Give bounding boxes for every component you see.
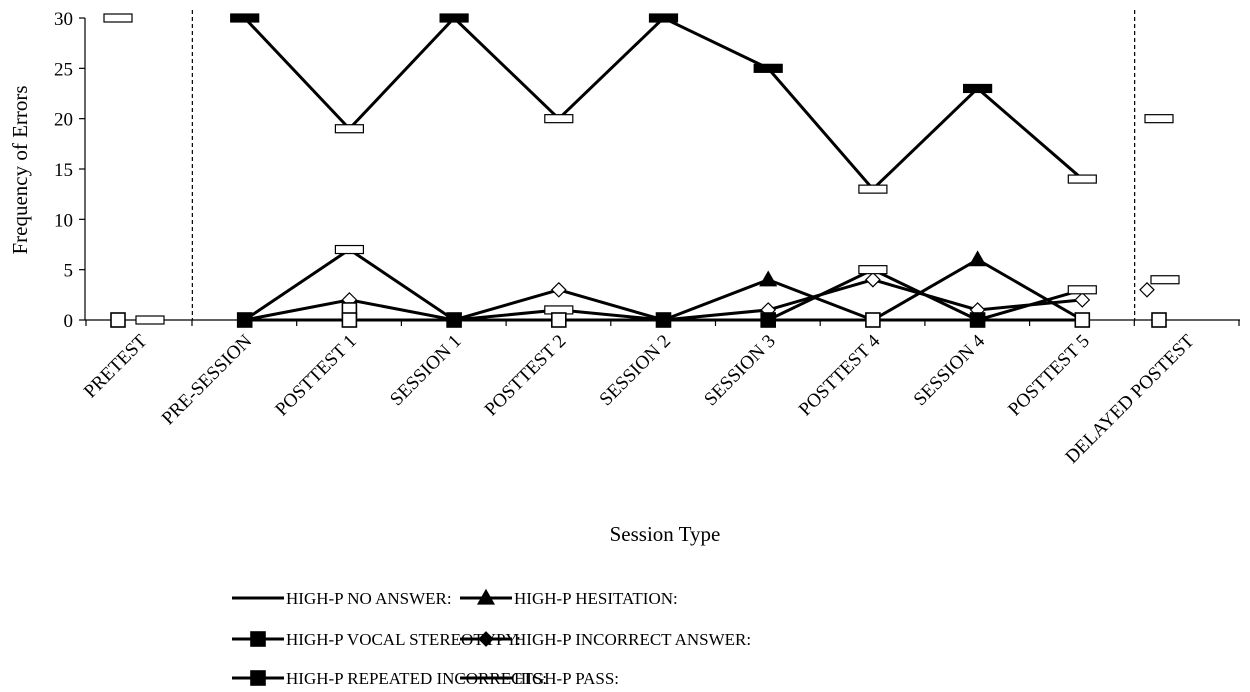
x-tick-label: PRETEST [80,330,152,402]
y-tick-label: 15 [54,160,73,181]
legend: HIGH-P NO ANSWER: HIGH-P HESITATION: HIGH-… [232,588,751,688]
x-tick-label: SESSION 3 [700,331,779,410]
legend-marker-1 [476,588,496,605]
marker-pass [135,315,165,325]
x-axis: PRETEST PRE-SESSION POSTTEST 1 SESSION 1 POS… [80,319,1240,468]
marker-no-answer [753,63,783,73]
marker-pass [334,244,364,255]
legend-label-0: HIGH-P NO ANSWER: [286,589,452,608]
x-tick-label: POSTTEST 1 [271,331,361,421]
legend-label-1: HIGH-P HESITATION: [514,589,678,608]
series-line-0 [243,15,1084,192]
marker-zero [110,312,126,328]
marker-no-answer [103,13,133,23]
marker-no-answer [544,114,574,124]
x-tick-label: SESSION 2 [596,331,675,410]
series-line-5 [243,247,1083,322]
series-lines [243,15,1084,322]
marker-zero [865,312,881,328]
marker-incorrect-answer [550,281,567,298]
x-tick-label: POSTTEST 5 [1004,331,1094,421]
x-tick-label: SESSION 4 [910,330,990,410]
marker-hesitation [759,270,778,287]
marker-incorrect-answer [865,271,881,288]
legend-label-4: HIGH-P REPEATED INCORRECTS: [286,669,547,688]
y-tick-label: 0 [64,311,74,332]
marker-zero [550,312,567,328]
marker-hesitation [968,250,987,267]
marker-no-answer [1067,174,1097,184]
marker-incorrect-answer [1139,281,1155,298]
x-tick-label: PRE-SESSION [158,330,257,429]
marker-no-answer [334,124,364,134]
phase-change-lines [191,10,1136,320]
x-tick-label: POSTTEST 4 [795,330,885,420]
marker-no-answer [648,13,679,23]
marker-incorrect-answer [1074,292,1091,308]
legend-label-5: HIGH-P PASS: [514,669,619,688]
marker-zero [341,312,358,328]
marker-zero [760,312,777,328]
marker-no-answer [439,13,469,23]
y-tick-label: 10 [54,210,73,231]
marker-pass [858,265,888,275]
marker-zero [1151,312,1167,328]
marker-no-answer [962,83,993,94]
marker-pass [1067,285,1097,295]
legend-label-2: HIGH-P VOCAL STEREOTYPY: [286,630,521,649]
y-axis-title: Frequency of Errors [8,85,32,254]
marker-zero [236,312,253,328]
marker-pass [1150,275,1180,285]
y-tick-label: 20 [54,110,73,131]
y-tick-label: 5 [64,261,74,282]
marker-zero [1074,312,1091,328]
marker-zero [446,312,462,328]
y-axis: 0 5 10 15 20 25 30 [54,9,86,332]
legend-marker-2 [250,631,266,647]
marker-no-answer [858,184,888,194]
y-tick-label: 30 [54,9,73,30]
marker-zero [969,312,986,328]
marker-no-answer [1144,114,1174,124]
x-tick-label: POSTTEST 2 [481,331,571,421]
marker-zero [655,312,672,328]
y-tick-label: 25 [54,59,73,80]
x-axis-title: Session Type [610,522,721,546]
marker-no-answer [230,13,260,23]
x-tick-label: SESSION 1 [386,331,465,410]
legend-label-3: HIGH-P INCORRECT ANSWER: [514,630,751,649]
series-markers [103,13,1180,328]
legend-marker-3 [478,631,494,647]
legend-marker-4 [250,670,266,686]
